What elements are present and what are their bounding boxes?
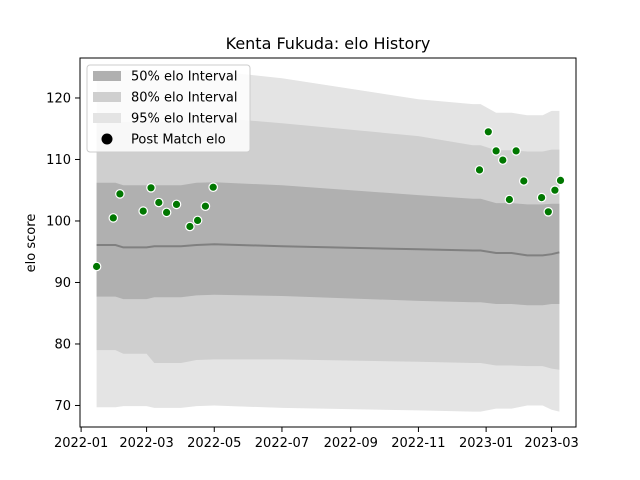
- y-axis-label: elo score: [24, 214, 39, 273]
- post-match-point: [138, 206, 148, 216]
- y-tick-label: 70: [54, 399, 71, 414]
- mean-elo-line: [96, 243, 560, 257]
- y-tick-label: 80: [54, 337, 71, 352]
- post-match-point: [108, 213, 119, 223]
- post-match-point: [185, 221, 195, 232]
- x-axis: 2022-01 2022-03 2022-05 2022-07 2022-09 2022-…: [54, 427, 579, 451]
- legend-swatch: [93, 113, 121, 123]
- legend-marker: [101, 133, 113, 145]
- post-match-point: [550, 185, 560, 195]
- legend: 50% elo Interval 80% elo Interval 95% elo …: [86, 64, 251, 153]
- legend-label: 95% elo Interval: [131, 112, 238, 127]
- legend-label: 80% elo Interval: [131, 91, 238, 106]
- post-match-point: [536, 192, 547, 203]
- post-match-point: [518, 176, 529, 186]
- x-tick-label: 2022-01: [54, 436, 108, 451]
- x-tick-label: 2022-09: [324, 436, 378, 451]
- post-match-point: [491, 146, 501, 156]
- x-tick-label: 2023-03: [524, 436, 578, 451]
- post-match-point: [497, 155, 508, 165]
- legend-swatch: [93, 92, 121, 102]
- interval-bands: [96, 70, 560, 412]
- post-match-point: [474, 165, 485, 175]
- post-match-point: [192, 215, 203, 226]
- x-tick-label: 2022-03: [119, 436, 173, 451]
- y-tick-label: 120: [46, 91, 71, 106]
- chart-title: Kenta Fukuda: elo History: [226, 34, 431, 53]
- post-match-point: [208, 182, 218, 192]
- x-tick-label: 2022-05: [187, 436, 241, 451]
- post-match-point: [511, 146, 521, 156]
- post-match-point: [200, 201, 211, 211]
- y-tick-label: 100: [46, 214, 71, 229]
- post-match-point: [91, 261, 102, 272]
- legend-label: Post Match elo: [131, 133, 226, 148]
- legend-frame: [86, 64, 251, 153]
- x-tick-label: 2022-11: [391, 436, 445, 451]
- y-tick-label: 90: [54, 276, 71, 291]
- y-axis: 70 80 90 100 110 120: [46, 91, 80, 414]
- legend-swatch: [93, 71, 121, 81]
- plot-frame: [79, 57, 577, 428]
- post-match-point: [483, 127, 494, 137]
- x-tick-label: 2023-01: [459, 436, 513, 451]
- legend-label: 50% elo Interval: [131, 70, 238, 85]
- post-match-point: [115, 189, 125, 199]
- mean-elo-line-group: [96, 243, 560, 257]
- post-match-point: [555, 175, 566, 186]
- post-match-point: [154, 197, 164, 208]
- post-match-point: [543, 207, 554, 217]
- post-match-point: [504, 194, 515, 205]
- post-match-point: [161, 207, 172, 218]
- y-tick-label: 110: [46, 153, 71, 168]
- post-match-points: [91, 127, 566, 272]
- x-tick-label: 2022-07: [255, 436, 309, 451]
- post-match-point: [171, 199, 182, 210]
- post-match-point: [146, 183, 156, 193]
- band-50: [96, 182, 560, 306]
